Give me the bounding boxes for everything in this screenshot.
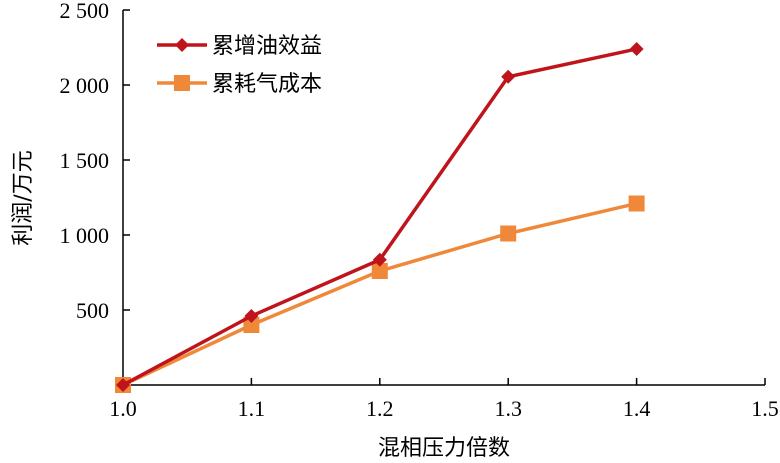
y-tick-label: 1 500 xyxy=(60,148,110,173)
y-tick-label: 500 xyxy=(76,298,109,323)
x-tick-label: 1.0 xyxy=(109,396,137,421)
data-point xyxy=(371,263,388,279)
legend-label: 累增油效益 xyxy=(212,34,322,59)
y-tick-label: 1 000 xyxy=(60,223,110,248)
series-oil-benefit xyxy=(116,42,644,392)
legend-item: 累耗气成本 xyxy=(157,72,322,97)
y-tick-label: 2 500 xyxy=(60,0,110,23)
data-point xyxy=(372,252,387,267)
series-gas-cost xyxy=(115,195,645,393)
y-axis-title: 利润/万元 xyxy=(11,150,36,245)
x-tick-label: 1.4 xyxy=(623,396,651,421)
x-tick-label: 1.3 xyxy=(494,396,522,421)
x-axis-title: 混相压力倍数 xyxy=(378,436,510,461)
y-tick-label: 2 000 xyxy=(60,73,110,98)
x-ticks: 1.0 1.1 1.2 1.3 1.4 1.5 xyxy=(109,378,779,421)
data-point xyxy=(500,225,517,242)
legend-marker xyxy=(174,75,190,91)
x-tick-label: 1.2 xyxy=(366,396,394,421)
axes xyxy=(122,10,765,386)
data-point xyxy=(628,195,645,212)
data-point xyxy=(243,317,260,333)
x-tick-label: 1.1 xyxy=(238,396,266,421)
data-point xyxy=(501,69,516,84)
data-point xyxy=(629,42,644,56)
x-tick-label: 1.5 xyxy=(751,396,779,421)
y-ticks: 500 1 000 1 500 2 000 2 500 xyxy=(60,0,130,323)
data-point xyxy=(116,378,130,392)
series-layer xyxy=(115,42,645,393)
series-line xyxy=(122,201,637,387)
legend-item: 累增油效益 xyxy=(157,34,322,59)
legend-label: 累耗气成本 xyxy=(212,72,322,97)
legend-marker xyxy=(175,38,189,52)
data-point xyxy=(244,309,259,323)
series-line xyxy=(122,47,637,387)
